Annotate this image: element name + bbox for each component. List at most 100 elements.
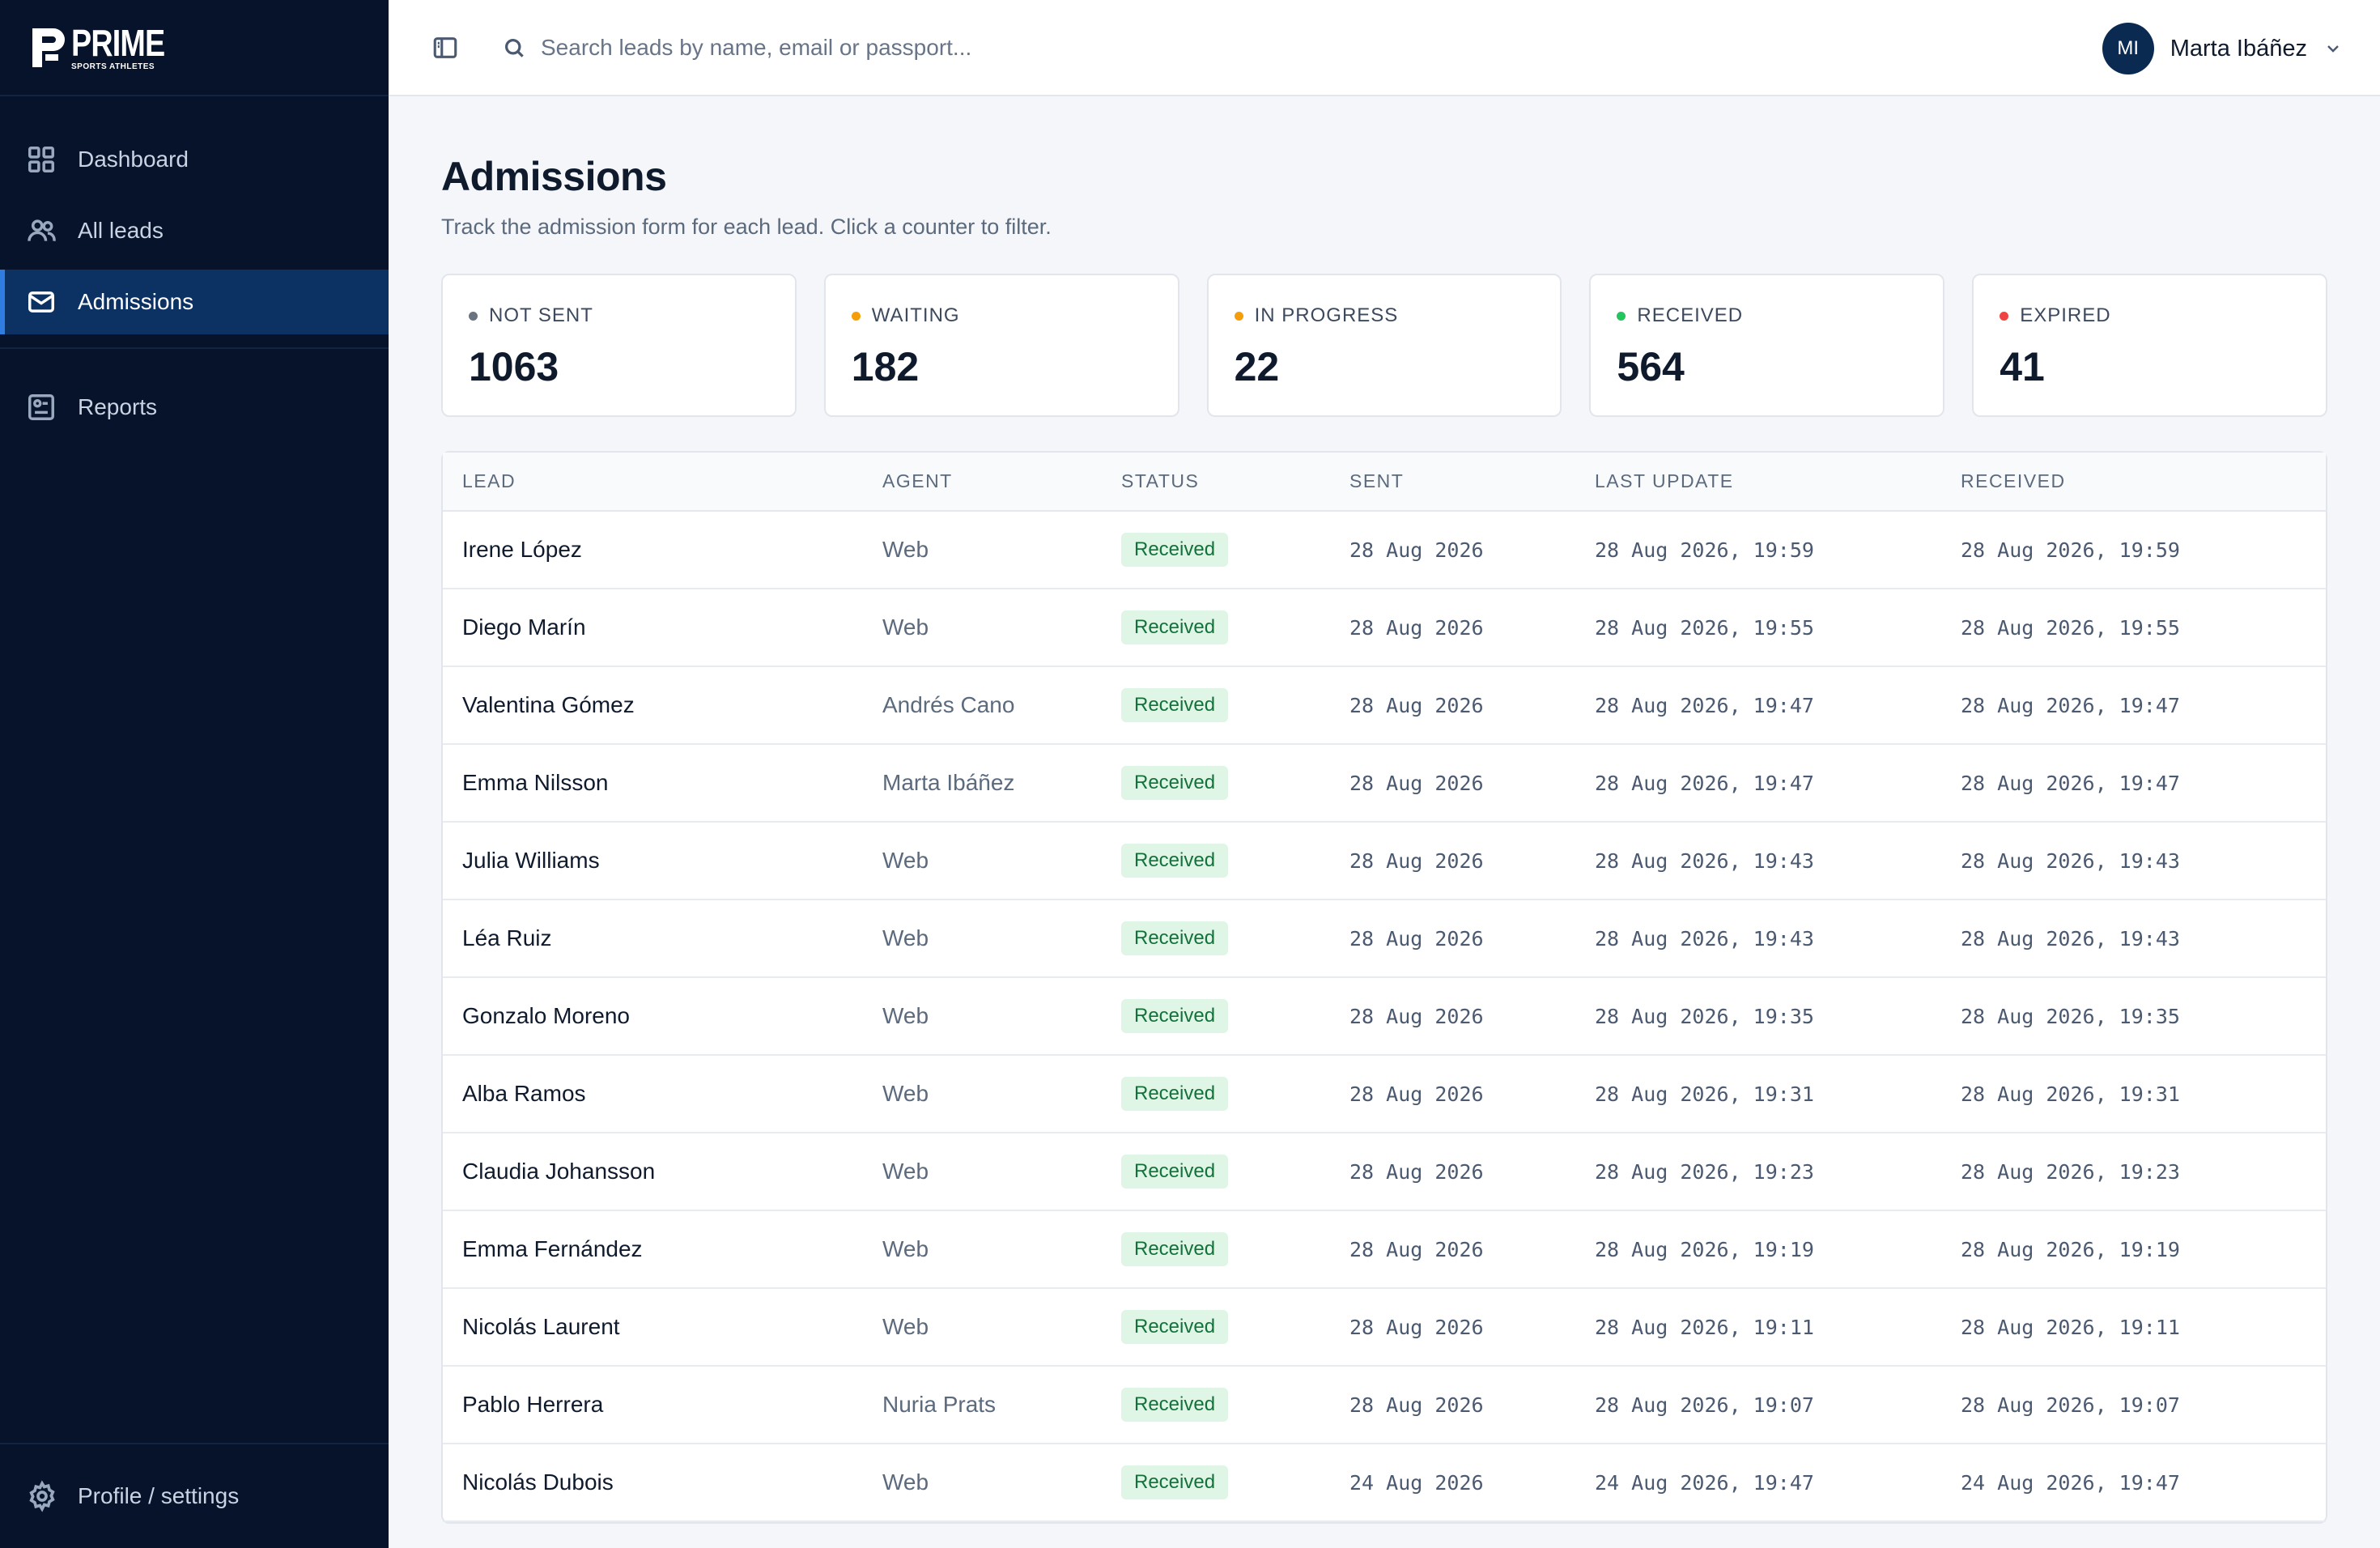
table-row[interactable]: Emma Fernández Web Received 28 Aug 2026 28 A… <box>443 1210 2326 1289</box>
lead-name[interactable]: Valentina Gómez <box>443 666 882 745</box>
status-dot-icon <box>2000 311 2009 321</box>
counter-label-row: RECEIVED <box>1617 304 1943 327</box>
lead-name[interactable]: Julia Williams <box>443 822 882 900</box>
counter-value: 182 <box>851 344 920 389</box>
sidebar-toggle-button[interactable] <box>429 32 461 64</box>
lead-name[interactable]: Alba Ramos <box>443 1055 882 1133</box>
table-row[interactable]: Irene López Web Received 28 Aug 2026 28 Aug … <box>443 511 2326 589</box>
last-update-date: 28 Aug 2026, 19:47 <box>1595 666 1961 745</box>
status-counters: NOT SENT 1063 WAITING 182 IN PROGRESS 22 RECEI… <box>441 274 2327 417</box>
grid-icon <box>28 147 54 172</box>
counter-label-row: EXPIRED <box>2000 304 2326 327</box>
profile-settings-label: Profile / settings <box>78 1483 240 1508</box>
table-row[interactable]: Léa Ruiz Web Received 28 Aug 2026 28 Aug 202… <box>443 899 2326 978</box>
counter-value: 564 <box>1617 344 1685 389</box>
status-cell: Received <box>1121 1366 1349 1444</box>
table-row[interactable]: Julia Williams Web Received 28 Aug 2026 28 A… <box>443 822 2326 900</box>
page-title: Admissions <box>441 154 667 199</box>
status-badge: Received <box>1121 921 1229 955</box>
lead-name[interactable]: Nicolás Dubois <box>443 1444 882 1522</box>
lead-name[interactable]: Claudia Johansson <box>443 1133 882 1211</box>
table-row[interactable]: Pablo Herrera Nuria Prats Received 28 Aug 2… <box>443 1366 2326 1444</box>
column-header-received[interactable]: RECEIVED <box>1961 453 2326 512</box>
agent-name: Web <box>882 589 1121 667</box>
agent-name: Web <box>882 511 1121 589</box>
admissions-table: LEAD AGENT STATUS SENT LAST UPDATE RECEI… <box>441 451 2327 1524</box>
table-row[interactable]: Diego Marín Web Received 28 Aug 2026 28 Aug … <box>443 589 2326 667</box>
sent-date: 28 Aug 2026 <box>1349 666 1595 745</box>
lead-name[interactable]: Emma Nilsson <box>443 744 882 823</box>
agent-name: Nuria Prats <box>882 1366 1121 1444</box>
brand-logo[interactable]: PRIME SPORTS ATHLETES <box>0 0 389 96</box>
received-date: 28 Aug 2026, 19:11 <box>1961 1288 2326 1367</box>
counter-expired[interactable]: EXPIRED 41 <box>1972 274 2327 417</box>
user-menu[interactable]: MI Marta Ibáñez <box>2102 23 2343 74</box>
counter-received[interactable]: RECEIVED 564 <box>1589 274 1945 417</box>
table-row[interactable]: Nicolás Laurent Web Received 28 Aug 2026 28 … <box>443 1288 2326 1367</box>
lead-name[interactable]: Gonzalo Moreno <box>443 977 882 1056</box>
received-date: 28 Aug 2026, 19:43 <box>1961 822 2326 900</box>
lead-name[interactable]: Emma Fernández <box>443 1210 882 1289</box>
lead-name[interactable]: Nicolás Laurent <box>443 1288 882 1367</box>
table-row[interactable]: Valentina Gómez Andrés Cano Received 28 Aug… <box>443 666 2326 745</box>
status-badge: Received <box>1121 610 1229 644</box>
counter-in-progress[interactable]: IN PROGRESS 22 <box>1206 274 1562 417</box>
sidebar-item-reports[interactable]: Reports <box>0 375 389 440</box>
column-header-agent[interactable]: AGENT <box>882 453 1121 512</box>
sent-date: 28 Aug 2026 <box>1349 1366 1595 1444</box>
avatar: MI <box>2102 23 2154 74</box>
table-row[interactable]: Nicolás Dubois Web Received 24 Aug 2026 24 A… <box>443 1444 2326 1522</box>
sidebar-item-dashboard[interactable]: Dashboard <box>0 127 389 192</box>
counter-value: 41 <box>2000 344 2045 389</box>
status-badge: Received <box>1121 844 1229 878</box>
lead-name[interactable]: Léa Ruiz <box>443 899 882 978</box>
prime-logo-icon <box>32 28 65 67</box>
table-row[interactable]: Emma Nilsson Marta Ibáñez Received 28 Aug 2… <box>443 744 2326 823</box>
column-header-sent[interactable]: SENT <box>1349 453 1595 512</box>
status-badge: Received <box>1121 766 1229 800</box>
status-cell: Received <box>1121 589 1349 667</box>
table-row[interactable]: Gonzalo Moreno Web Received 28 Aug 2026 28 A… <box>443 977 2326 1056</box>
counter-not-sent[interactable]: NOT SENT 1063 <box>441 274 797 417</box>
agent-name: Web <box>882 1133 1121 1211</box>
last-update-date: 28 Aug 2026, 19:43 <box>1595 899 1961 978</box>
received-date: 28 Aug 2026, 19:31 <box>1961 1055 2326 1133</box>
lead-name[interactable]: Irene López <box>443 511 882 589</box>
sidebar-item-label: Dashboard <box>78 147 189 172</box>
status-cell: Received <box>1121 744 1349 823</box>
last-update-date: 28 Aug 2026, 19:19 <box>1595 1210 1961 1289</box>
lead-name[interactable]: Diego Marín <box>443 589 882 667</box>
status-dot-icon <box>851 311 861 321</box>
search-input[interactable] <box>541 34 1269 61</box>
mail-icon <box>28 291 54 313</box>
status-badge: Received <box>1121 999 1229 1033</box>
profile-settings-link[interactable]: Profile / settings <box>0 1443 389 1548</box>
table-row[interactable]: Claudia Johansson Web Received 28 Aug 2026 2… <box>443 1133 2326 1211</box>
received-date: 28 Aug 2026, 19:47 <box>1961 666 2326 745</box>
gear-icon <box>29 1480 55 1512</box>
counter-label-row: IN PROGRESS <box>1234 304 1561 327</box>
table-row[interactable]: Alba Ramos Web Received 28 Aug 2026 28 Aug 2… <box>443 1055 2326 1133</box>
sidebar-item-all-leads[interactable]: All leads <box>0 198 389 263</box>
sidebar-item-label: All leads <box>78 218 164 243</box>
search-bar <box>502 34 1269 61</box>
last-update-date: 28 Aug 2026, 19:59 <box>1595 511 1961 589</box>
column-header-status[interactable]: STATUS <box>1121 453 1349 512</box>
column-header-lead[interactable]: LEAD <box>443 453 882 512</box>
last-update-date: 28 Aug 2026, 19:55 <box>1595 589 1961 667</box>
sidebar-item-label: Admissions <box>78 289 194 314</box>
status-cell: Received <box>1121 899 1349 978</box>
counter-waiting[interactable]: WAITING 182 <box>823 274 1179 417</box>
status-badge: Received <box>1121 1388 1229 1422</box>
status-cell: Received <box>1121 1444 1349 1522</box>
sent-date: 28 Aug 2026 <box>1349 1288 1595 1367</box>
sidebar-item-admissions[interactable]: Admissions <box>0 270 389 334</box>
status-badge: Received <box>1121 533 1229 567</box>
lead-name[interactable]: Pablo Herrera <box>443 1366 882 1444</box>
status-dot-icon <box>469 311 478 321</box>
status-cell: Received <box>1121 1210 1349 1289</box>
status-cell: Received <box>1121 822 1349 900</box>
column-header-last-update[interactable]: LAST UPDATE <box>1595 453 1961 512</box>
received-date: 28 Aug 2026, 19:23 <box>1961 1133 2326 1211</box>
status-cell: Received <box>1121 511 1349 589</box>
